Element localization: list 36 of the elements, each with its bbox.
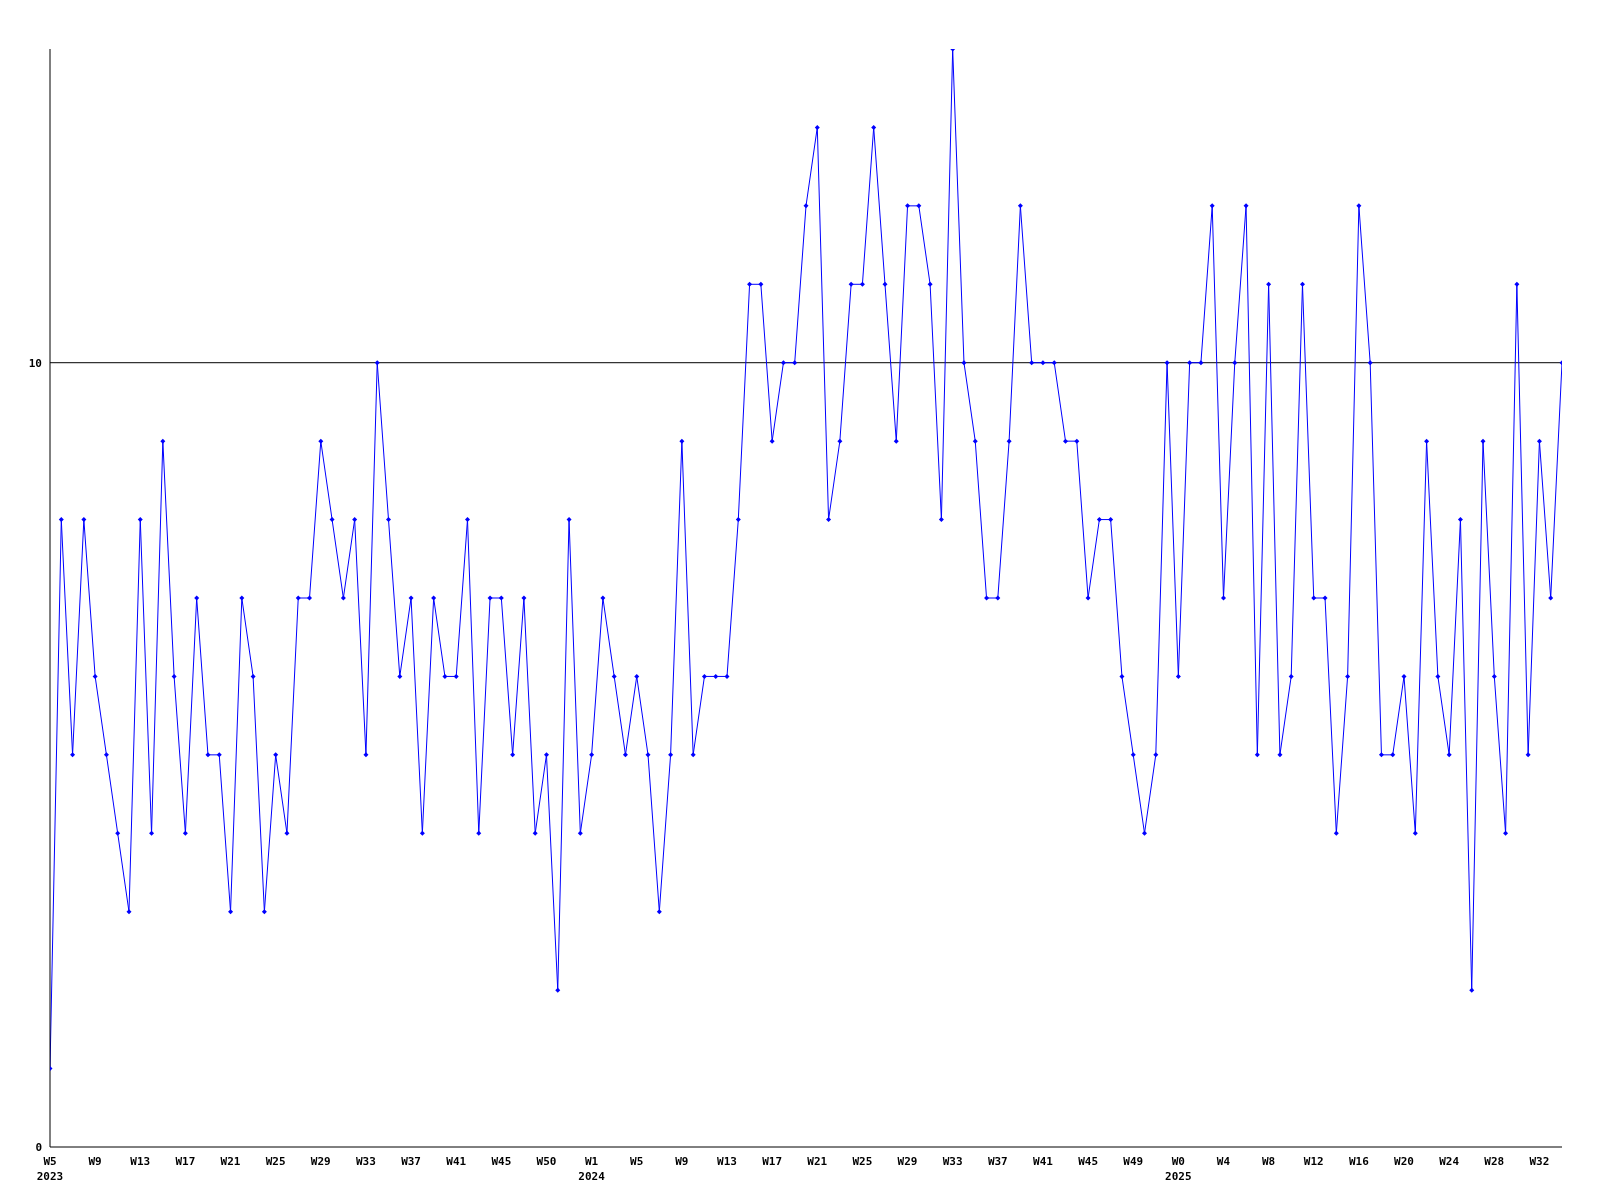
x-tick-label: W5 (630, 1155, 644, 1168)
x-tick-label: W33 (942, 1155, 963, 1168)
y-tick-label: 10 (28, 356, 42, 370)
x-tick-label: W4 (1216, 1155, 1231, 1168)
x-tick-label: W12 (1303, 1155, 1324, 1168)
x-tick-label: W20 (1394, 1155, 1414, 1168)
x-tick-label: W29 (310, 1155, 331, 1168)
x-tick-label: W37 (987, 1155, 1008, 1168)
x-tick-label: W1 2024 (578, 1155, 606, 1183)
x-tick-label: W49 (1123, 1155, 1144, 1168)
x-tick-label: W29 (897, 1155, 918, 1168)
x-tick-label: W9 (88, 1155, 102, 1168)
x-tick-label: W16 (1348, 1155, 1370, 1168)
x-tick-label: W9 (675, 1155, 689, 1168)
x-tick-label: W13 (130, 1155, 151, 1168)
x-tick-label: W0 2025 (1165, 1155, 1192, 1183)
x-tick-label: W28 (1484, 1155, 1505, 1168)
x-tick-label: W13 (717, 1155, 737, 1168)
x-tick-label: W24 (1439, 1155, 1460, 1168)
x-tick-label: W45 (491, 1155, 512, 1168)
x-tick-label: W32 (1529, 1155, 1550, 1168)
x-tick-label: W8 (1262, 1155, 1276, 1168)
x-tick-label: W41 (1033, 1155, 1054, 1168)
x-tick-label: W33 (356, 1155, 376, 1168)
x-tick-label: W5 2023 (36, 1155, 64, 1183)
x-tick-label: W37 (401, 1155, 422, 1168)
x-tick-label: W41 (446, 1155, 467, 1168)
x-tick-label: W25 (265, 1155, 286, 1168)
x-tick-label: W17 (762, 1155, 783, 1168)
x-tick-label: W45 (1078, 1155, 1099, 1168)
x-tick-label: W50 (536, 1155, 557, 1168)
x-tick-label: W17 (175, 1155, 196, 1168)
x-tick-label: W21 (220, 1155, 241, 1168)
y-tick-label: 0 (35, 1140, 42, 1154)
x-tick-label: W25 (852, 1155, 873, 1168)
x-tick-label: W21 (807, 1155, 828, 1168)
